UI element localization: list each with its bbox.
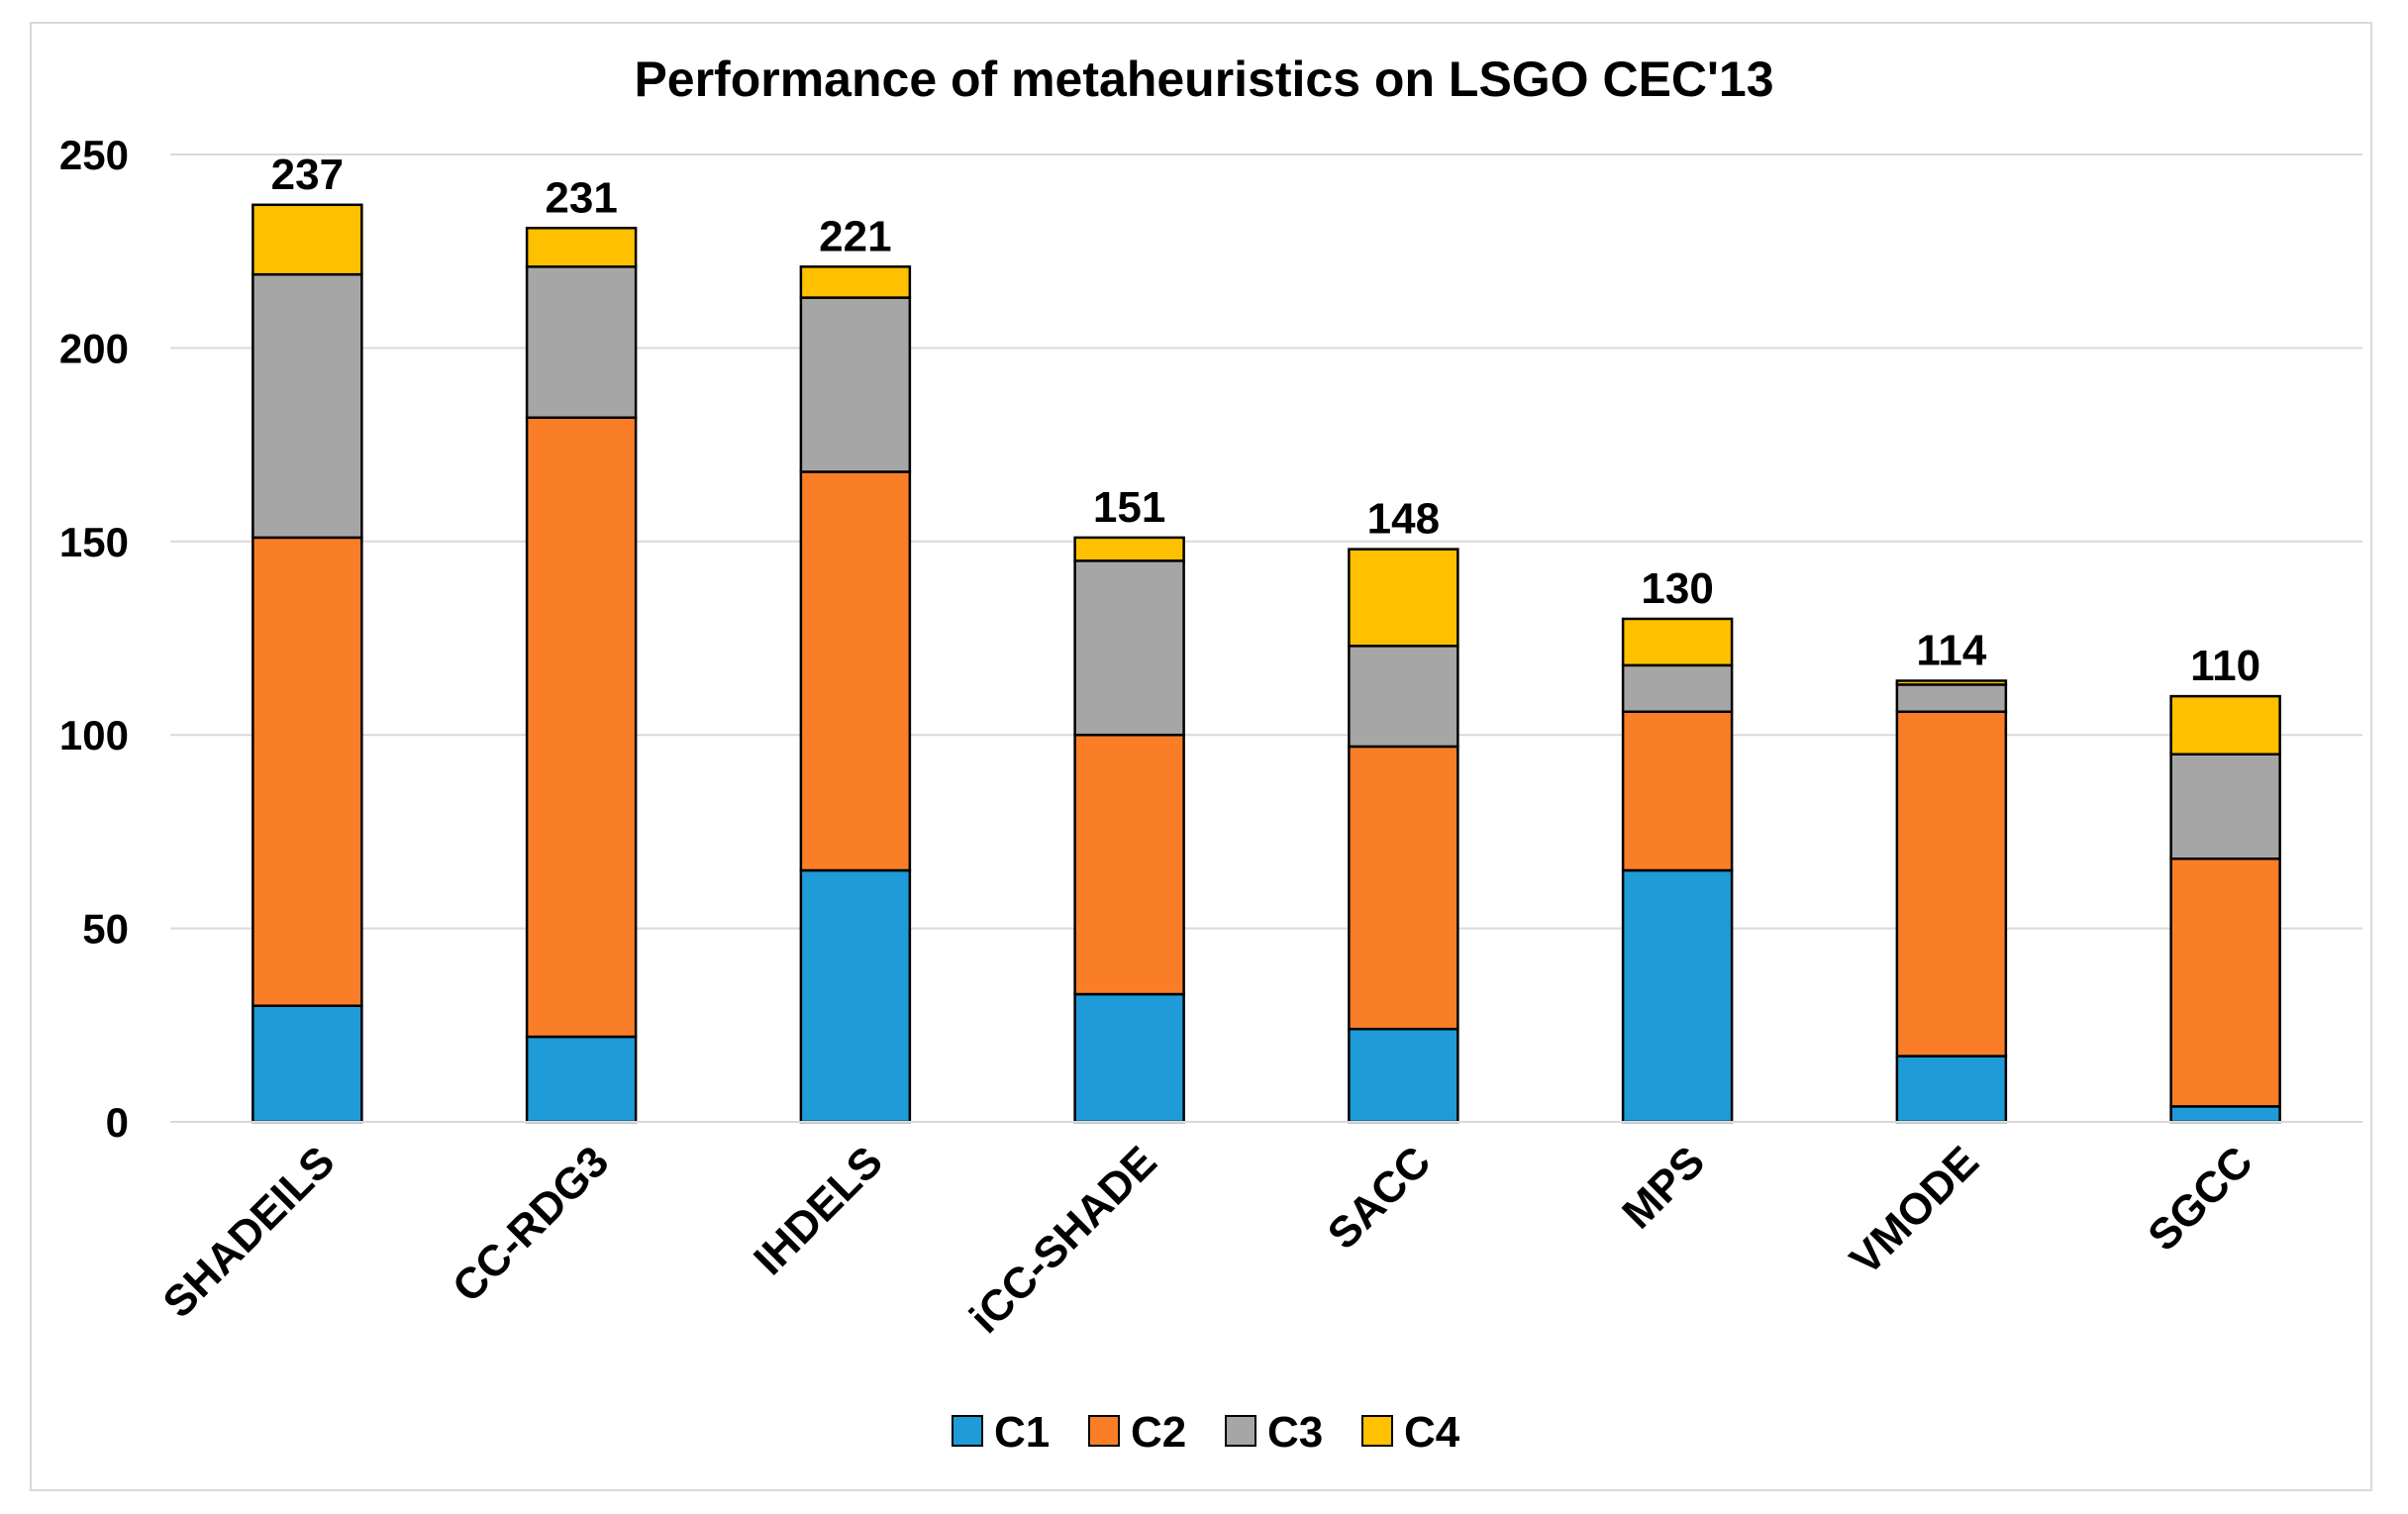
y-tick-label: 0	[106, 1099, 129, 1146]
bar-segment-c1	[1621, 868, 1734, 1124]
y-tick-label: 150	[59, 519, 129, 565]
x-category-label: IHDELS	[745, 1137, 892, 1284]
x-category-label: SHADEILS	[153, 1137, 344, 1327]
bar-segment-c3	[1621, 663, 1734, 714]
bar-segment-c2	[1348, 745, 1459, 1031]
bar-segment-c2	[1073, 733, 1185, 996]
total-label: 221	[819, 212, 891, 260]
bar-segment-c2	[251, 536, 363, 1008]
x-category-label: SACC	[1319, 1137, 1441, 1259]
x-category-label: MPS	[1613, 1137, 1714, 1238]
bar-segment-c1	[251, 1004, 363, 1124]
total-label: 151	[1093, 483, 1165, 532]
bar-segment-c1	[1348, 1027, 1459, 1124]
bar-segment-c2	[1621, 710, 1734, 872]
bar-segment-c3	[799, 296, 912, 473]
bar-segment-c3	[1073, 559, 1185, 737]
bar-segment-c3	[1895, 683, 2008, 714]
total-label: 130	[1641, 564, 1713, 613]
legend-swatch-c4	[1361, 1415, 1393, 1447]
bar-segment-c1	[2169, 1105, 2281, 1124]
x-axis-categories: SHADEILS CC-RDG3 IHDELS iCC-SHADE SACC MPS VMO…	[153, 1137, 2261, 1343]
bar-segment-c3	[2169, 753, 2281, 860]
bar-segment-c1	[799, 868, 912, 1124]
bar-segment-c4	[1073, 536, 1185, 562]
bar-segment-c4	[1621, 617, 1734, 667]
total-label: 110	[2190, 642, 2260, 690]
bar-segment-c2	[2169, 858, 2281, 1108]
total-label: 231	[545, 173, 617, 222]
legend-label-c3: C3	[1267, 1408, 1323, 1457]
total-labels: 237 231 221 151 148 130 114 110	[271, 151, 2260, 690]
bar-segment-c2	[525, 416, 638, 1039]
y-tick-label: 100	[59, 712, 129, 758]
bar-segment-c3	[251, 272, 363, 540]
total-label: 148	[1367, 495, 1440, 544]
bar-segment-c4	[525, 227, 638, 268]
bar-segment-c4	[799, 265, 912, 299]
x-category-label: CC-RDG3	[444, 1137, 618, 1311]
gridlines	[170, 153, 2362, 930]
legend-swatch-c1	[952, 1415, 983, 1447]
bar-segment-c4	[2169, 694, 2281, 756]
bar-segment-c1	[525, 1035, 638, 1124]
bar-segment-c2	[1895, 710, 2008, 1058]
legend-swatch-c3	[1225, 1415, 1256, 1447]
legend: C1 C2 C3 C4	[952, 1408, 1460, 1457]
x-category-label: iCC-SHADE	[960, 1137, 1166, 1343]
bar-segment-c3	[525, 265, 638, 419]
x-category-label: VMODE	[1841, 1137, 1988, 1284]
bar-segment-c2	[799, 470, 912, 872]
bar-segment-c1	[1073, 992, 1185, 1124]
bar-segment-c4	[251, 203, 363, 276]
legend-label-c2: C2	[1131, 1408, 1186, 1457]
x-category-label: SGCC	[2139, 1137, 2262, 1261]
chart-title: Performance of metaheuristics on LSGO CE…	[634, 51, 1773, 107]
legend-label-c4: C4	[1404, 1408, 1460, 1457]
bar-segment-c4	[1348, 548, 1459, 648]
legend-label-c1: C1	[994, 1408, 1050, 1457]
y-tick-label: 250	[59, 132, 129, 178]
bar-segment-c4	[1895, 679, 2008, 686]
total-label: 237	[271, 151, 344, 199]
y-tick-label: 50	[82, 906, 129, 953]
y-axis-ticks: 0 50 100 150 200 250	[59, 132, 129, 1146]
y-tick-label: 200	[59, 325, 129, 371]
bars	[251, 203, 2281, 1124]
total-label: 114	[1916, 626, 1987, 674]
bar-segment-c3	[1348, 645, 1459, 749]
legend-swatch-c2	[1088, 1415, 1120, 1447]
bar-segment-c1	[1895, 1055, 2008, 1124]
